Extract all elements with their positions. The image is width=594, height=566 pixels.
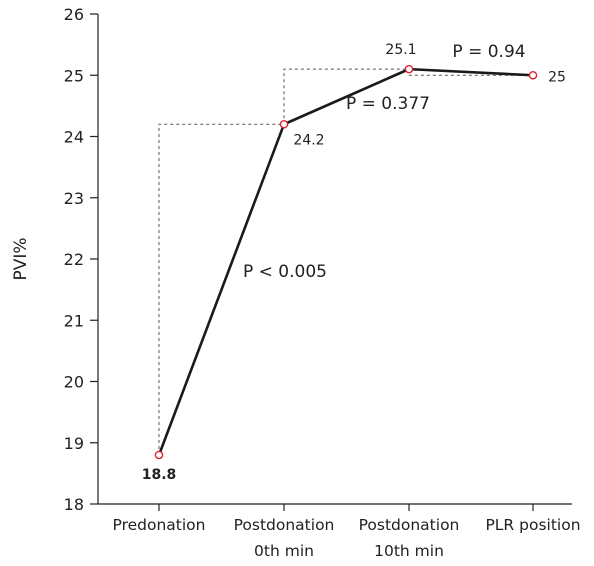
data-label-0: 18.8 [142, 467, 177, 483]
p-value-annotation-0: P < 0.005 [243, 262, 327, 282]
data-label-3: 25 [548, 69, 566, 85]
guide-step-1 [158, 123, 284, 455]
guide-step-2 [283, 68, 409, 125]
y-tick-label-18: 18 [64, 495, 84, 514]
y-tick-label-26: 26 [64, 5, 84, 24]
data-label-1: 24.2 [293, 132, 324, 148]
y-tick-label-19: 19 [64, 434, 84, 453]
y-axis-label: PVI% [11, 237, 31, 280]
x-category-label-2-0: Postdonation [359, 516, 460, 534]
x-category-label-1-0: Postdonation [234, 516, 335, 534]
p-value-annotation-2: P = 0.94 [452, 42, 525, 62]
y-tick-label-22: 22 [64, 250, 84, 269]
x-category-label-2-1: 10th min [374, 542, 444, 560]
data-label-2: 25.1 [385, 42, 416, 58]
y-tick-label-21: 21 [64, 311, 84, 330]
p-value-annotation-1: P = 0.377 [346, 94, 430, 114]
y-tick-label-20: 20 [64, 373, 84, 392]
series-line [157, 67, 534, 456]
data-point-1 [279, 119, 289, 129]
data-point-0 [154, 450, 164, 460]
y-tick-label-23: 23 [64, 189, 84, 208]
data-point-2 [404, 64, 414, 74]
data-point-3 [528, 70, 538, 80]
y-tick-label-24: 24 [64, 128, 84, 147]
y-tick-label-25: 25 [64, 66, 84, 85]
x-category-label-0-0: Predonation [113, 516, 206, 534]
x-category-label-1-1: 0th min [254, 542, 314, 560]
x-category-label-3-0: PLR position [485, 516, 580, 534]
